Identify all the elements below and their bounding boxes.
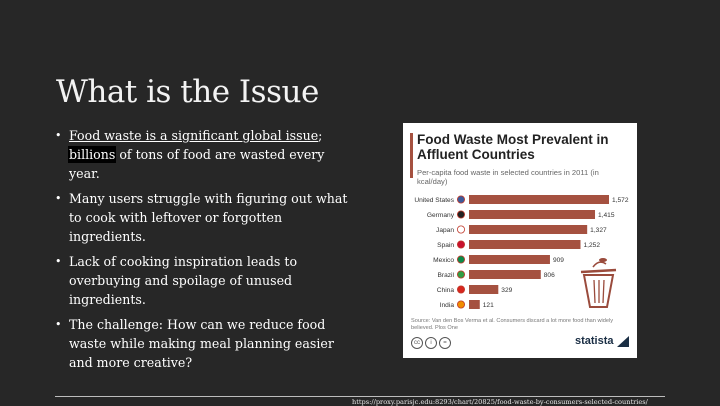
value-label: 806 <box>544 272 555 279</box>
bullet-text: Lack of cooking inspiration leads to ove… <box>69 254 298 307</box>
bar <box>469 300 480 309</box>
statista-logo: statista <box>575 335 614 347</box>
slide-title: What is the Issue <box>56 74 319 110</box>
value-label: 909 <box>553 257 564 264</box>
source-url[interactable]: https://proxy.parisjc.edu:8293/chart/208… <box>352 398 648 406</box>
bar <box>469 210 596 219</box>
country-flag-icon <box>457 300 466 309</box>
chart-title: Food Waste Most Prevalent in Affluent Co… <box>417 132 609 162</box>
country-flag-icon <box>457 285 466 294</box>
chart-subtitle: Per-capita food waste in selected countr… <box>417 168 599 186</box>
value-label: 1,415 <box>598 212 615 219</box>
bullet-lead: Food waste is a significant global issue <box>69 128 319 143</box>
value-label: 1,327 <box>590 227 607 234</box>
bullet-text: of tons of food are wasted every year. <box>69 147 325 181</box>
chart-source-note: Source: Van den Bos Verma et al. Consume… <box>411 318 613 331</box>
chart-accent-bar <box>410 133 413 178</box>
country-flag-icon <box>457 195 466 204</box>
country-flag-icon <box>457 270 466 279</box>
trash-can-icon <box>580 258 617 308</box>
value-label: 329 <box>501 287 512 294</box>
value-label: 121 <box>483 302 494 309</box>
bar <box>469 270 541 279</box>
bar <box>469 255 550 264</box>
chart-card[interactable]: Food Waste Most Prevalent in Affluent Co… <box>403 123 637 358</box>
country-flag-icon <box>457 240 466 249</box>
bar <box>469 225 588 234</box>
bullet-colon: ; <box>318 128 323 143</box>
country-flag-icon <box>457 225 466 234</box>
bullet-text: The challenge: How can we reduce food wa… <box>69 317 334 370</box>
country-flag-icon <box>457 210 466 219</box>
license-icons: cc i = <box>411 337 451 349</box>
country-flag-icon <box>457 255 466 264</box>
category-label: Mexico <box>433 257 454 264</box>
value-label: 1,572 <box>612 197 629 204</box>
category-label: India <box>440 302 455 309</box>
bar <box>469 285 499 294</box>
cc-icon: cc <box>411 337 423 349</box>
bullet-list: Food waste is a significant global issue… <box>55 126 355 378</box>
category-label: Spain <box>437 242 454 249</box>
bar-chart: United States 1,572 Germany 1,415 Japan 1,327… <box>414 195 629 309</box>
bullet-item: The challenge: How can we reduce food wa… <box>55 315 355 372</box>
bullet-text: Many users struggle with figuring out wh… <box>69 191 348 244</box>
statista-logo-mark <box>617 336 629 347</box>
category-label: Japan <box>436 227 454 234</box>
bullet-highlight: billions <box>67 146 117 163</box>
bar <box>469 240 581 249</box>
category-label: United States <box>414 197 454 204</box>
bullet-item: Many users struggle with figuring out wh… <box>55 189 355 246</box>
noderivs-icon: = <box>439 337 451 349</box>
category-label: China <box>437 287 455 294</box>
category-label: Brazil <box>438 272 455 279</box>
bar <box>469 195 609 204</box>
attribution-icon: i <box>425 337 437 349</box>
divider-line <box>55 396 665 397</box>
category-label: Germany <box>427 212 455 219</box>
bullet-item: Lack of cooking inspiration leads to ove… <box>55 252 355 309</box>
bullet-item: Food waste is a significant global issue… <box>55 126 355 183</box>
value-label: 1,252 <box>584 242 601 249</box>
